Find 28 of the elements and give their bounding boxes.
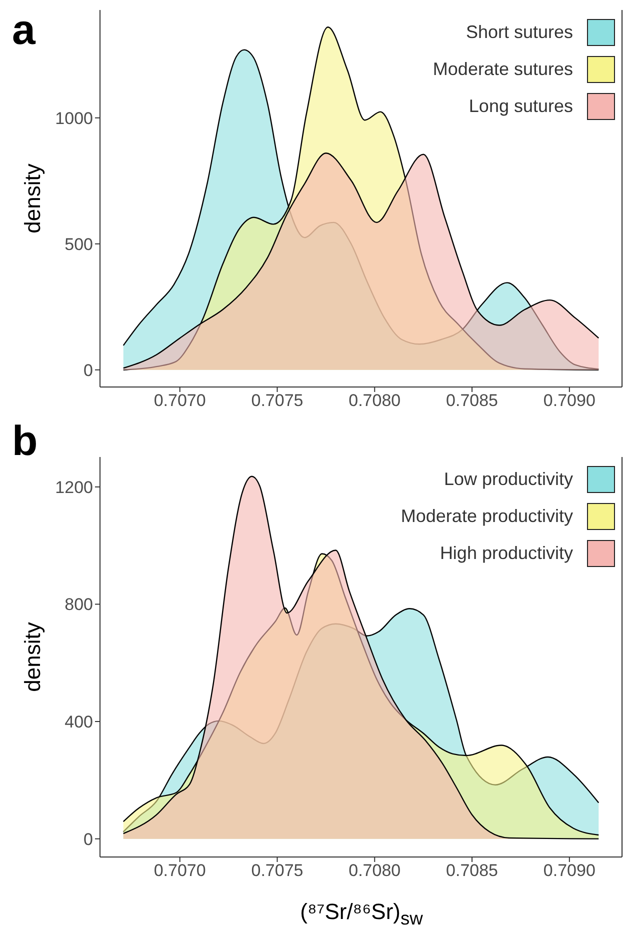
legend-label: Moderate productivity [400, 506, 573, 527]
x-tick-label: 0.7070 [154, 391, 206, 410]
x-tick-label: 0.7075 [251, 861, 304, 880]
x-tick-label: 0.7075 [251, 391, 304, 410]
x-axis-title: (⁸⁷Sr/⁸⁶Sr)$_{sw}$ [299, 898, 424, 929]
y-tick-label: 500 [64, 234, 93, 254]
legend-label: Low productivity [444, 469, 573, 490]
y-tick-label: 0 [84, 830, 93, 849]
x-tick-label: 0.7070 [154, 861, 206, 880]
x-tick-label: 0.7085 [446, 861, 498, 880]
x-tick-label: 0.7080 [348, 861, 401, 880]
chart-title: b [12, 417, 38, 464]
y-tick-label: 0 [84, 360, 93, 380]
chart-title: a [12, 6, 36, 53]
x-tick-label: 0.7090 [543, 861, 596, 880]
x-tick-label: 0.7090 [543, 391, 596, 410]
legend-label: Short sutures [466, 22, 573, 43]
y-tick-label: 400 [64, 712, 93, 732]
y-tick-label: 1000 [55, 108, 93, 128]
x-tick-label: 0.7080 [348, 391, 401, 410]
y-tick-label: 1200 [55, 478, 93, 497]
legend-label: Moderate sutures [432, 59, 573, 80]
x-tick-label: 0.7085 [446, 391, 498, 410]
y-axis-title: density [20, 622, 45, 692]
legend-label: Long sutures [468, 96, 573, 117]
y-axis-title: density [20, 164, 45, 234]
y-tick-label: 800 [64, 595, 93, 614]
legend-label: High productivity [440, 543, 573, 564]
